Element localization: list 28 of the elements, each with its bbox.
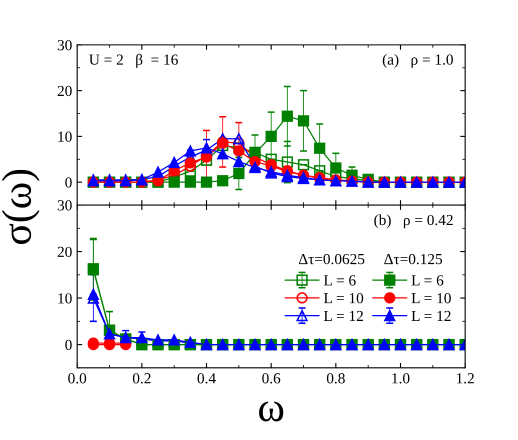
y-tick-label: 20 (58, 86, 72, 96)
annotation: (b) ρ = 0.42 (374, 214, 453, 228)
y-tick-label: 0 (65, 177, 72, 188)
x-tick-label: 0.0 (68, 373, 86, 384)
annotation: U = 2 β = 16 (89, 54, 178, 68)
y-tick-label: 10 (58, 293, 72, 304)
x-tick-label: 1.2 (456, 373, 474, 384)
y-tick-label: 30 (58, 200, 72, 210)
legend-label: L = 10 (324, 293, 364, 304)
legend-label: L = 6 (324, 275, 356, 286)
y-axis-title: σ(ω) (2, 170, 40, 244)
legend-label: L = 10 (412, 293, 451, 304)
legend-label: L = 12 (412, 310, 451, 321)
y-tick-label: 30 (58, 40, 72, 50)
x-tick-label: 0.4 (198, 373, 216, 384)
annotation: Δτ=0.0625 (298, 254, 364, 264)
x-tick-label: 0.8 (326, 373, 345, 384)
x-tick-label: 1.0 (392, 373, 410, 384)
annotation: Δτ=0.125 (384, 254, 442, 264)
x-axis-title: ω (259, 401, 284, 422)
x-tick-label: 0.6 (262, 373, 280, 384)
x-tick-label: 0.2 (132, 373, 151, 384)
legend-label: L = 12 (324, 310, 363, 321)
y-tick-label: 0 (65, 340, 72, 350)
legend-label: L = 6 (412, 275, 444, 286)
y-tick-label: 10 (58, 132, 72, 142)
y-tick-label: 20 (58, 246, 72, 258)
annotation: (a) ρ = 1.0 (382, 54, 453, 68)
